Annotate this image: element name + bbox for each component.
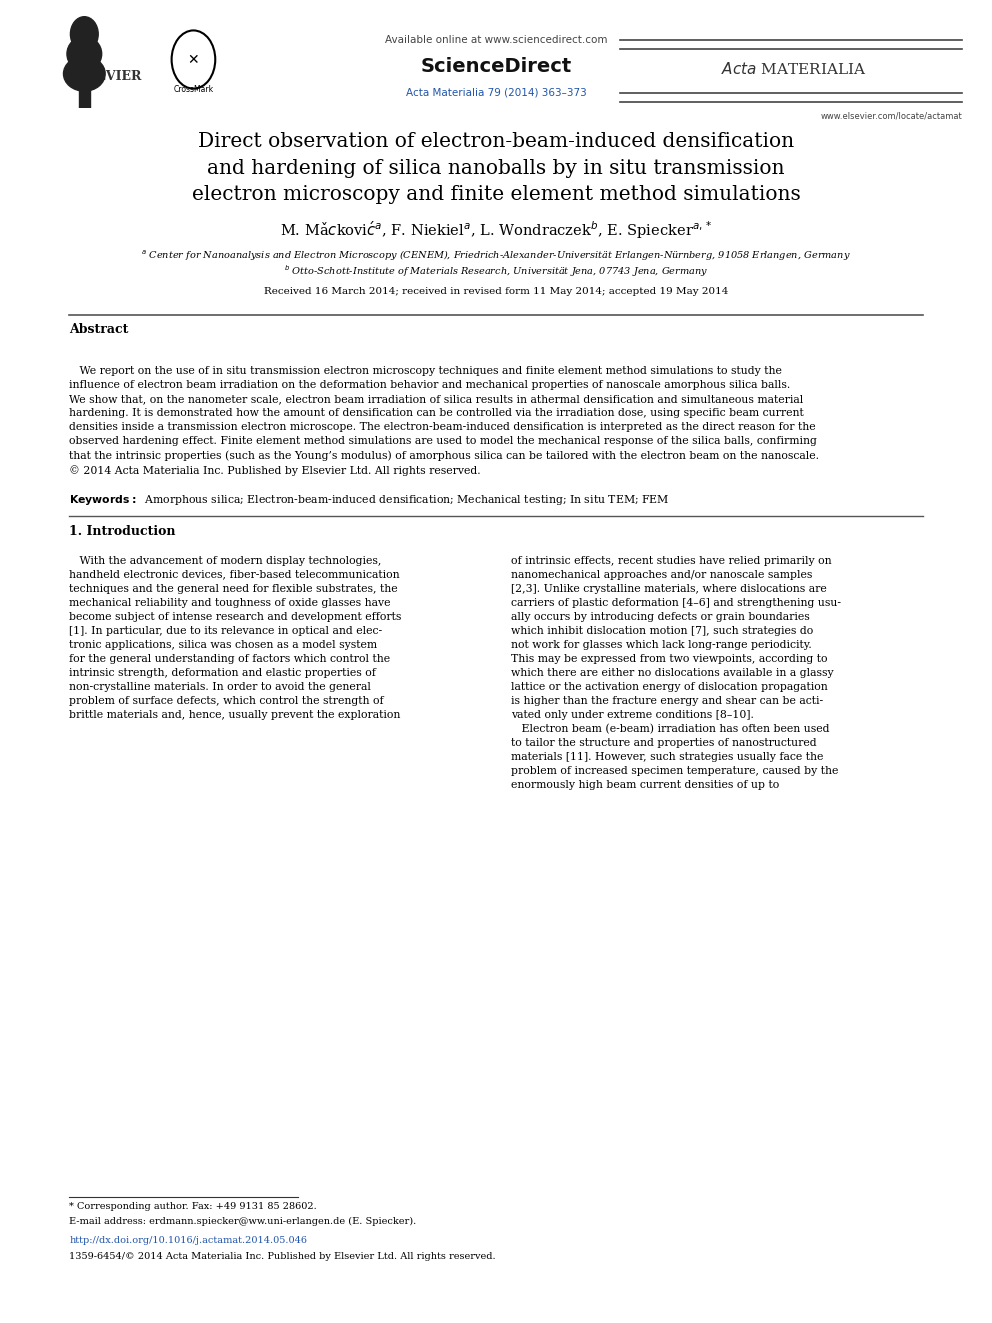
Text: $^b$ Otto-Schott-Institute of Materials Research, Universität Jena, 07743 Jena, : $^b$ Otto-Schott-Institute of Materials …: [284, 263, 708, 279]
Ellipse shape: [63, 57, 105, 91]
Text: $^a$ Center for Nanoanalysis and Electron Microscopy (CENEM), Friedrich-Alexande: $^a$ Center for Nanoanalysis and Electro…: [141, 249, 851, 262]
Text: $\bf{Keywords:}$  Amorphous silica; Electron-beam-induced densification; Mechani: $\bf{Keywords:}$ Amorphous silica; Elect…: [69, 493, 670, 507]
Text: and hardening of silica nanoballs by in situ transmission: and hardening of silica nanoballs by in …: [207, 159, 785, 177]
Text: Received 16 March 2014; received in revised form 11 May 2014; accepted 19 May 20: Received 16 March 2014; received in revi…: [264, 287, 728, 295]
Ellipse shape: [66, 37, 101, 71]
Text: electron microscopy and finite element method simulations: electron microscopy and finite element m…: [191, 185, 801, 204]
Text: ELSEVIER: ELSEVIER: [69, 70, 142, 83]
Text: ✕: ✕: [187, 53, 199, 66]
Bar: [78, 83, 90, 108]
Text: of intrinsic effects, recent studies have relied primarily on
nanomechanical app: of intrinsic effects, recent studies hav…: [511, 556, 841, 790]
Text: 1. Introduction: 1. Introduction: [69, 525, 176, 538]
Text: We report on the use of in situ transmission electron microscopy techniques and : We report on the use of in situ transmis…: [69, 366, 819, 476]
Ellipse shape: [70, 17, 98, 52]
Text: With the advancement of modern display technologies,
handheld electronic devices: With the advancement of modern display t…: [69, 556, 402, 720]
Text: $\it{Acta}$ MATERIALIA: $\it{Acta}$ MATERIALIA: [721, 61, 866, 77]
Text: Abstract: Abstract: [69, 323, 129, 336]
Text: * Corresponding author. Fax: +49 9131 85 28602.: * Corresponding author. Fax: +49 9131 85…: [69, 1203, 317, 1211]
Text: Available online at www.sciencedirect.com: Available online at www.sciencedirect.co…: [385, 34, 607, 45]
Text: http://dx.doi.org/10.1016/j.actamat.2014.05.046: http://dx.doi.org/10.1016/j.actamat.2014…: [69, 1237, 308, 1245]
Text: 1359-6454/© 2014 Acta Materialia Inc. Published by Elsevier Ltd. All rights rese: 1359-6454/© 2014 Acta Materialia Inc. Pu…: [69, 1253, 496, 1261]
Text: CrossMark: CrossMark: [174, 86, 213, 94]
Text: M. Ma$\check{c}$kovi$\acute{c}$$^a$, F. Niekiel$^a$, L. Wondraczek$^b$, E. Spiec: M. Ma$\check{c}$kovi$\acute{c}$$^a$, F. …: [280, 220, 712, 241]
Text: ScienceDirect: ScienceDirect: [421, 57, 571, 75]
Text: Acta Materialia 79 (2014) 363–373: Acta Materialia 79 (2014) 363–373: [406, 87, 586, 98]
Text: E-mail address: erdmann.spiecker@ww.uni-erlangen.de (E. Spiecker).: E-mail address: erdmann.spiecker@ww.uni-…: [69, 1217, 417, 1225]
Text: www.elsevier.com/locate/actamat: www.elsevier.com/locate/actamat: [820, 112, 962, 120]
Text: Direct observation of electron-beam-induced densification: Direct observation of electron-beam-indu…: [198, 132, 794, 151]
